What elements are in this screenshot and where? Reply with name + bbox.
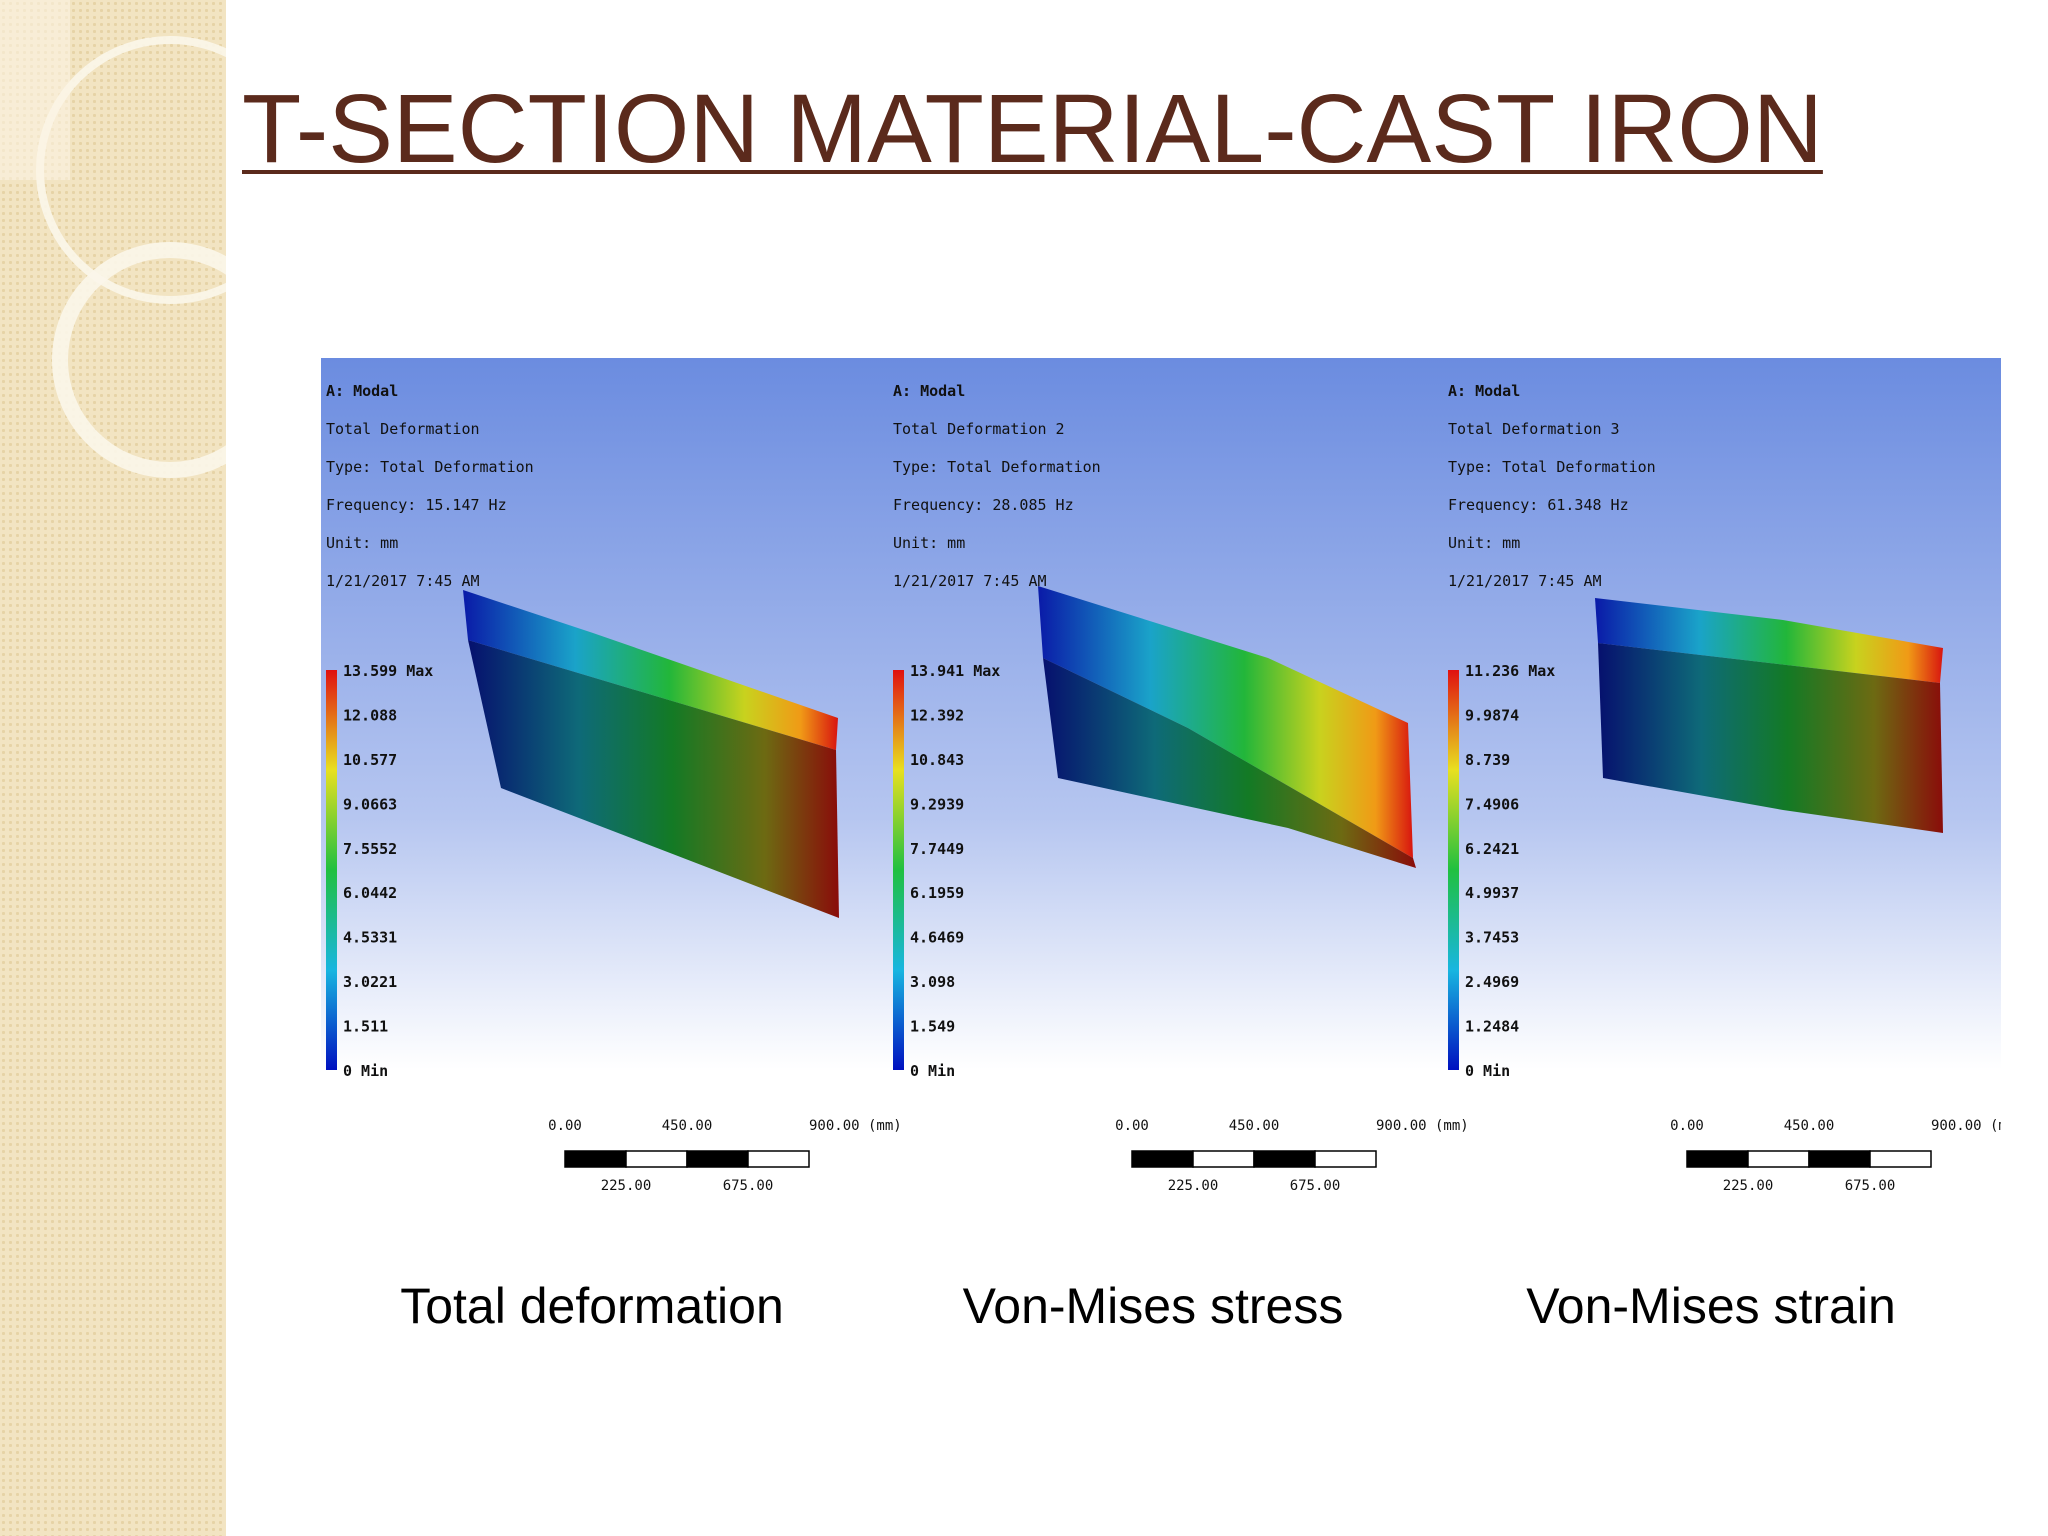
info-line: Type: Total Deformation (326, 458, 534, 476)
scale-label: 900.00 (mm) (809, 1118, 902, 1134)
legend-label: 4.6469 (910, 929, 964, 947)
info-line: A: Modal (326, 382, 398, 400)
legend-label: 0 Min (343, 1062, 388, 1080)
legend-label: 12.392 (910, 706, 964, 724)
scale-label: 675.00 (723, 1178, 774, 1194)
decorative-strip (0, 0, 226, 1536)
scale-segment (1808, 1150, 1871, 1168)
scale-label: 450.00 (1784, 1118, 1835, 1134)
legend-label: 2.4969 (1465, 973, 1519, 991)
legend-label: 0 Min (1465, 1062, 1510, 1080)
legend-label: 4.5331 (343, 929, 397, 947)
scale-label: 0.00 (1670, 1118, 1704, 1134)
legend-bar (326, 670, 337, 1070)
scale-segment (1314, 1150, 1377, 1168)
scale-label: 0.00 (548, 1118, 582, 1134)
legend-label: 10.843 (910, 751, 964, 769)
legend-label: 0 Min (910, 1062, 955, 1080)
info-line: A: Modal (893, 382, 965, 400)
info-line: 1/21/2017 7:45 AM (326, 572, 480, 590)
scale-segment (1747, 1150, 1810, 1168)
decor-circles (0, 0, 226, 478)
legend-bar (893, 670, 904, 1070)
scale-label: 450.00 (662, 1118, 713, 1134)
info-line: Unit: mm (893, 534, 965, 552)
fea-figure: A: Modal Total Deformation Type: Total Def… (321, 358, 2001, 1195)
legend-label: 7.7449 (910, 840, 964, 858)
legend-label: 9.0663 (343, 795, 397, 813)
legend-label: 9.2939 (910, 795, 964, 813)
scale-segment (625, 1150, 688, 1168)
beam-3 (1595, 598, 1943, 833)
info-line: Type: Total Deformation (893, 458, 1101, 476)
legend-label: 6.2421 (1465, 840, 1519, 858)
legend-label: 3.0221 (343, 973, 397, 991)
scale-label: 675.00 (1290, 1178, 1341, 1194)
caption: Total deformation (400, 1278, 784, 1334)
scale-segment (1192, 1150, 1255, 1168)
panel: A: Modal Total Deformation 3 Type: Total D… (1448, 382, 2001, 1194)
legend-label: 8.739 (1465, 751, 1510, 769)
beam-1 (463, 590, 839, 918)
legend-label: 6.0442 (343, 884, 397, 902)
info-line: Unit: mm (1448, 534, 1520, 552)
legend-label: 11.236 Max (1465, 662, 1555, 680)
info-line: 1/21/2017 7:45 AM (1448, 572, 1602, 590)
scale-segment (1686, 1150, 1749, 1168)
scale-label: 900.00 (mm) (1931, 1118, 2001, 1134)
scale-label: 900.00 (mm) (1376, 1118, 1469, 1134)
legend-label: 12.088 (343, 706, 397, 724)
panel: A: Modal Total Deformation 2 Type: Total D… (893, 382, 1469, 1194)
legend-label: 3.7453 (1465, 929, 1519, 947)
scale-segment (1131, 1150, 1194, 1168)
slide-title: T-SECTION MATERIAL-CAST IRON (242, 74, 1823, 183)
legend-label: 7.4906 (1465, 795, 1519, 813)
scale-label: 0.00 (1115, 1118, 1149, 1134)
caption: Von-Mises strain (1526, 1278, 1896, 1334)
scale-label: 225.00 (1168, 1178, 1219, 1194)
legend-label: 6.1959 (910, 884, 964, 902)
info-line: Total Deformation 2 (893, 420, 1065, 438)
scale-label: 450.00 (1229, 1118, 1280, 1134)
scale-segment (564, 1150, 627, 1168)
legend-label: 13.941 Max (910, 662, 1000, 680)
legend-label: 3.098 (910, 973, 955, 991)
info-line: Frequency: 61.348 Hz (1448, 496, 1629, 514)
info-line: Total Deformation (326, 420, 480, 438)
info-line: Frequency: 28.085 Hz (893, 496, 1074, 514)
legend-bar (1448, 670, 1459, 1070)
legend-label: 10.577 (343, 751, 397, 769)
scale-segment (747, 1150, 810, 1168)
info-line: A: Modal (1448, 382, 1520, 400)
scale-label: 675.00 (1845, 1178, 1896, 1194)
legend-label: 4.9937 (1465, 884, 1519, 902)
info-line: Unit: mm (326, 534, 398, 552)
beam-2 (1038, 586, 1416, 868)
legend-label: 1.511 (343, 1018, 388, 1036)
info-line: Total Deformation 3 (1448, 420, 1620, 438)
scale-segment (1869, 1150, 1932, 1168)
scale-label: 225.00 (601, 1178, 652, 1194)
panel-annotations: A: Modal Total Deformation Type: Total Def… (326, 382, 2001, 1194)
panel: A: Modal Total Deformation Type: Total Def… (326, 382, 902, 1194)
legend-label: 7.5552 (343, 840, 397, 858)
info-line: Type: Total Deformation (1448, 458, 1656, 476)
legend-label: 1.2484 (1465, 1018, 1519, 1036)
info-line: 1/21/2017 7:45 AM (893, 572, 1047, 590)
info-line: Frequency: 15.147 Hz (326, 496, 507, 514)
scale-segment (1253, 1150, 1316, 1168)
legend-label: 13.599 Max (343, 662, 433, 680)
scale-segment (686, 1150, 749, 1168)
legend-label: 9.9874 (1465, 706, 1519, 724)
caption: Von-Mises stress (962, 1278, 1344, 1334)
scale-label: 225.00 (1723, 1178, 1774, 1194)
legend-label: 1.549 (910, 1018, 955, 1036)
